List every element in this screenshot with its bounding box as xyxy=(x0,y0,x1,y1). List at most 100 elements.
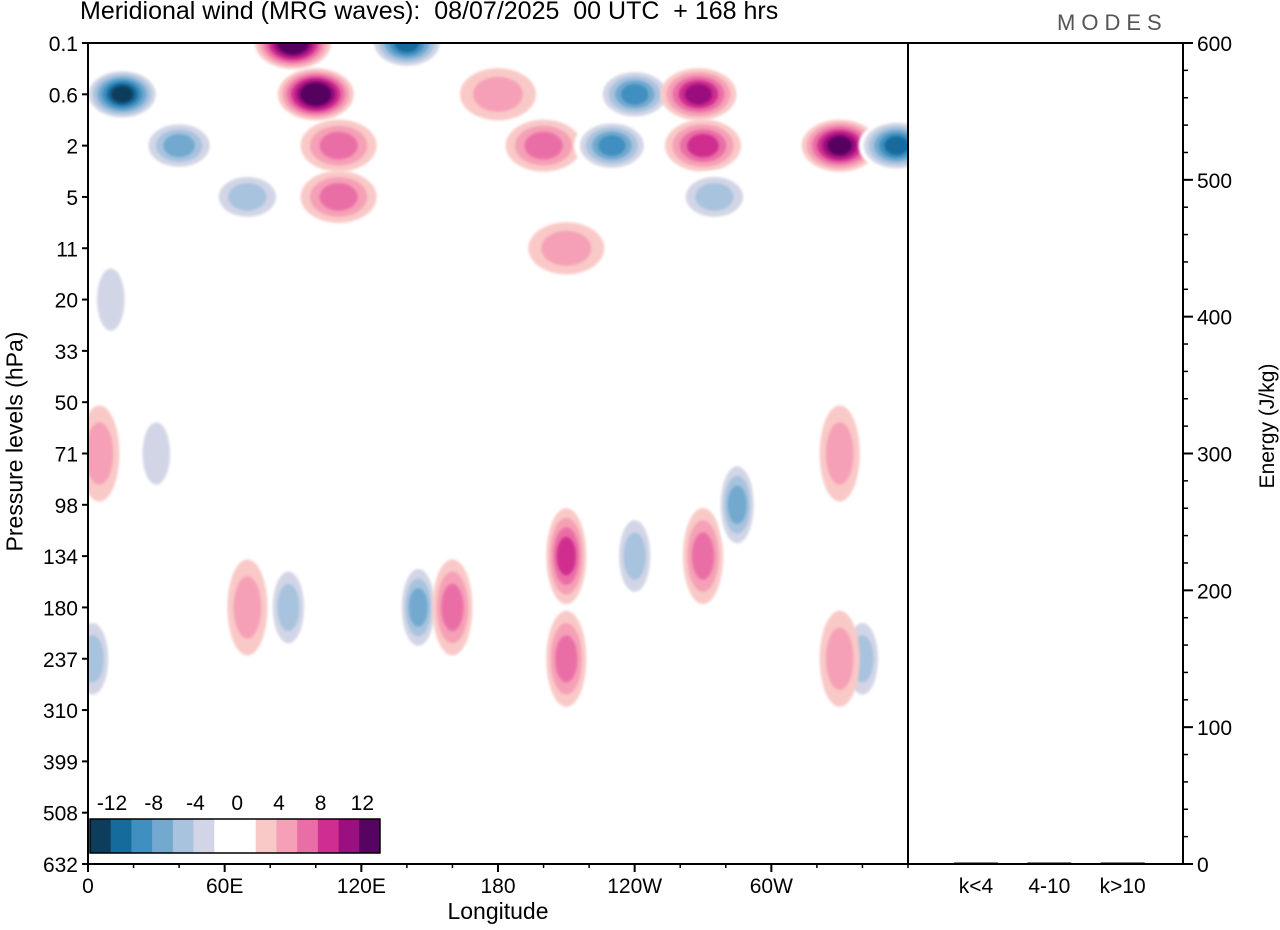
contour-blob xyxy=(277,583,300,632)
axes: 0.1 0.6 2 5 11 20 33 50 71 98 134 180 237 310 399 508 63… xyxy=(43,33,1232,898)
contour-blob xyxy=(623,532,646,580)
contour-blob xyxy=(304,85,327,103)
contour-blob xyxy=(556,536,576,576)
y-tick-label: 20 xyxy=(55,290,78,313)
x-tick-label: 60E xyxy=(206,875,243,898)
contour-blob xyxy=(598,135,626,156)
colorbar-frame xyxy=(89,818,381,854)
contour-blob xyxy=(473,76,523,112)
contour-blob xyxy=(408,588,428,627)
energy-tick-label: 100 xyxy=(1197,717,1232,740)
contour-blob xyxy=(394,43,420,53)
y-tick-label: 508 xyxy=(43,803,78,826)
contour-blob xyxy=(541,230,592,266)
colorbar-label: -4 xyxy=(186,792,205,815)
heatmap-features xyxy=(88,43,908,707)
colorbar: -12 -8 -4 0 4 8 12 xyxy=(89,792,381,854)
colorbar-swatch xyxy=(297,819,319,853)
energy-tick-label: 0 xyxy=(1197,854,1209,877)
contour-blob xyxy=(555,635,578,683)
colorbar-swatch xyxy=(110,819,132,853)
energy-tick-label: 600 xyxy=(1197,33,1232,56)
y-tick-label: 11 xyxy=(56,238,78,261)
colorbar-swatch xyxy=(276,819,298,853)
x-tick-label: 0 xyxy=(82,875,94,898)
y-tick-label: 310 xyxy=(43,700,78,723)
colorbar-swatch xyxy=(359,819,381,853)
contour-blob xyxy=(319,131,358,160)
y-tick-label: 399 xyxy=(43,751,78,774)
energy-tick-label: 500 xyxy=(1197,170,1232,193)
energy-bar xyxy=(1100,862,1145,864)
contour-blob xyxy=(88,635,104,683)
contour-blob xyxy=(691,532,715,580)
energy-tick-label: 400 xyxy=(1197,307,1232,330)
energy-category-label: k<4 xyxy=(959,875,994,898)
y-tick-label: 33 xyxy=(55,341,78,364)
y-tick-label: 632 xyxy=(43,854,78,877)
colorbar-swatch xyxy=(214,819,236,853)
contour-blob xyxy=(727,485,747,525)
plot-background xyxy=(88,43,908,864)
energy-tick-label: 200 xyxy=(1197,580,1232,603)
energy-axis-label: Energy (J/kg) xyxy=(1256,363,1279,489)
x-tick-label: 180 xyxy=(480,875,515,898)
contour-blob xyxy=(88,422,114,485)
y-tick-label: 71 xyxy=(55,444,78,467)
colorbar-label: 12 xyxy=(351,792,374,815)
contour-blob xyxy=(441,583,464,632)
contour-blob xyxy=(142,422,171,485)
contour-blob xyxy=(163,133,195,158)
contour-blob xyxy=(825,627,854,690)
contour-blob xyxy=(97,268,125,331)
y-tick-label: 134 xyxy=(43,546,78,569)
contour-blob xyxy=(524,131,563,160)
contour-blob xyxy=(825,422,854,485)
colorbar-label: -12 xyxy=(97,792,127,815)
y-tick-label: 0.1 xyxy=(49,33,78,56)
x-tick-label: 120W xyxy=(607,875,662,898)
modes-logo: MODES xyxy=(1057,10,1168,35)
y-tick-label: 237 xyxy=(43,649,78,672)
chart-title: Meridional wind (MRG waves): 08/07/2025 … xyxy=(80,0,779,25)
colorbar-swatch xyxy=(235,819,257,853)
colorbar-label: -8 xyxy=(144,792,163,815)
colorbar-swatch xyxy=(131,819,153,853)
energy-panel-frame xyxy=(907,42,1184,865)
colorbar-swatch xyxy=(90,819,112,853)
contour-blob xyxy=(687,133,719,158)
contour-blob xyxy=(233,576,262,639)
contour-blob xyxy=(281,43,305,52)
contour-blob xyxy=(621,84,649,105)
energy-tick-label: 300 xyxy=(1197,444,1232,467)
contour-blob xyxy=(884,136,908,155)
contour-blob xyxy=(684,84,713,105)
colorbar-label: 8 xyxy=(315,792,327,815)
contour-blob xyxy=(827,136,852,155)
y-tick-label: 0.6 xyxy=(49,84,78,107)
x-tick-label: 60W xyxy=(750,875,793,898)
colorbar-label: 0 xyxy=(231,792,243,815)
x-axis-label: Longitude xyxy=(447,898,549,924)
colorbar-swatch xyxy=(193,819,215,853)
colorbar-swatch xyxy=(338,819,360,853)
energy-bar xyxy=(954,862,998,864)
y-tick-label: 5 xyxy=(66,187,78,210)
contour-blob xyxy=(228,183,267,211)
colorbar-swatch xyxy=(152,819,174,853)
energy-category-label: 4-10 xyxy=(1028,875,1070,898)
colorbar-swatch xyxy=(317,819,339,853)
y-tick-label: 50 xyxy=(55,392,78,415)
energy-bar xyxy=(1027,862,1072,864)
y-axis-label: Pressure levels (hPa) xyxy=(1,331,28,552)
y-tick-label: 98 xyxy=(55,495,78,518)
contour-blob xyxy=(111,85,134,103)
contour-blob xyxy=(695,183,734,211)
energy-bars: k<4 4-10 k>10 xyxy=(954,862,1146,898)
energy-category-label: k>10 xyxy=(1100,875,1146,898)
colorbar-swatch xyxy=(255,819,277,853)
y-tick-label: 180 xyxy=(43,597,78,620)
contour-blob xyxy=(319,183,358,211)
colorbar-label: 4 xyxy=(273,792,285,815)
